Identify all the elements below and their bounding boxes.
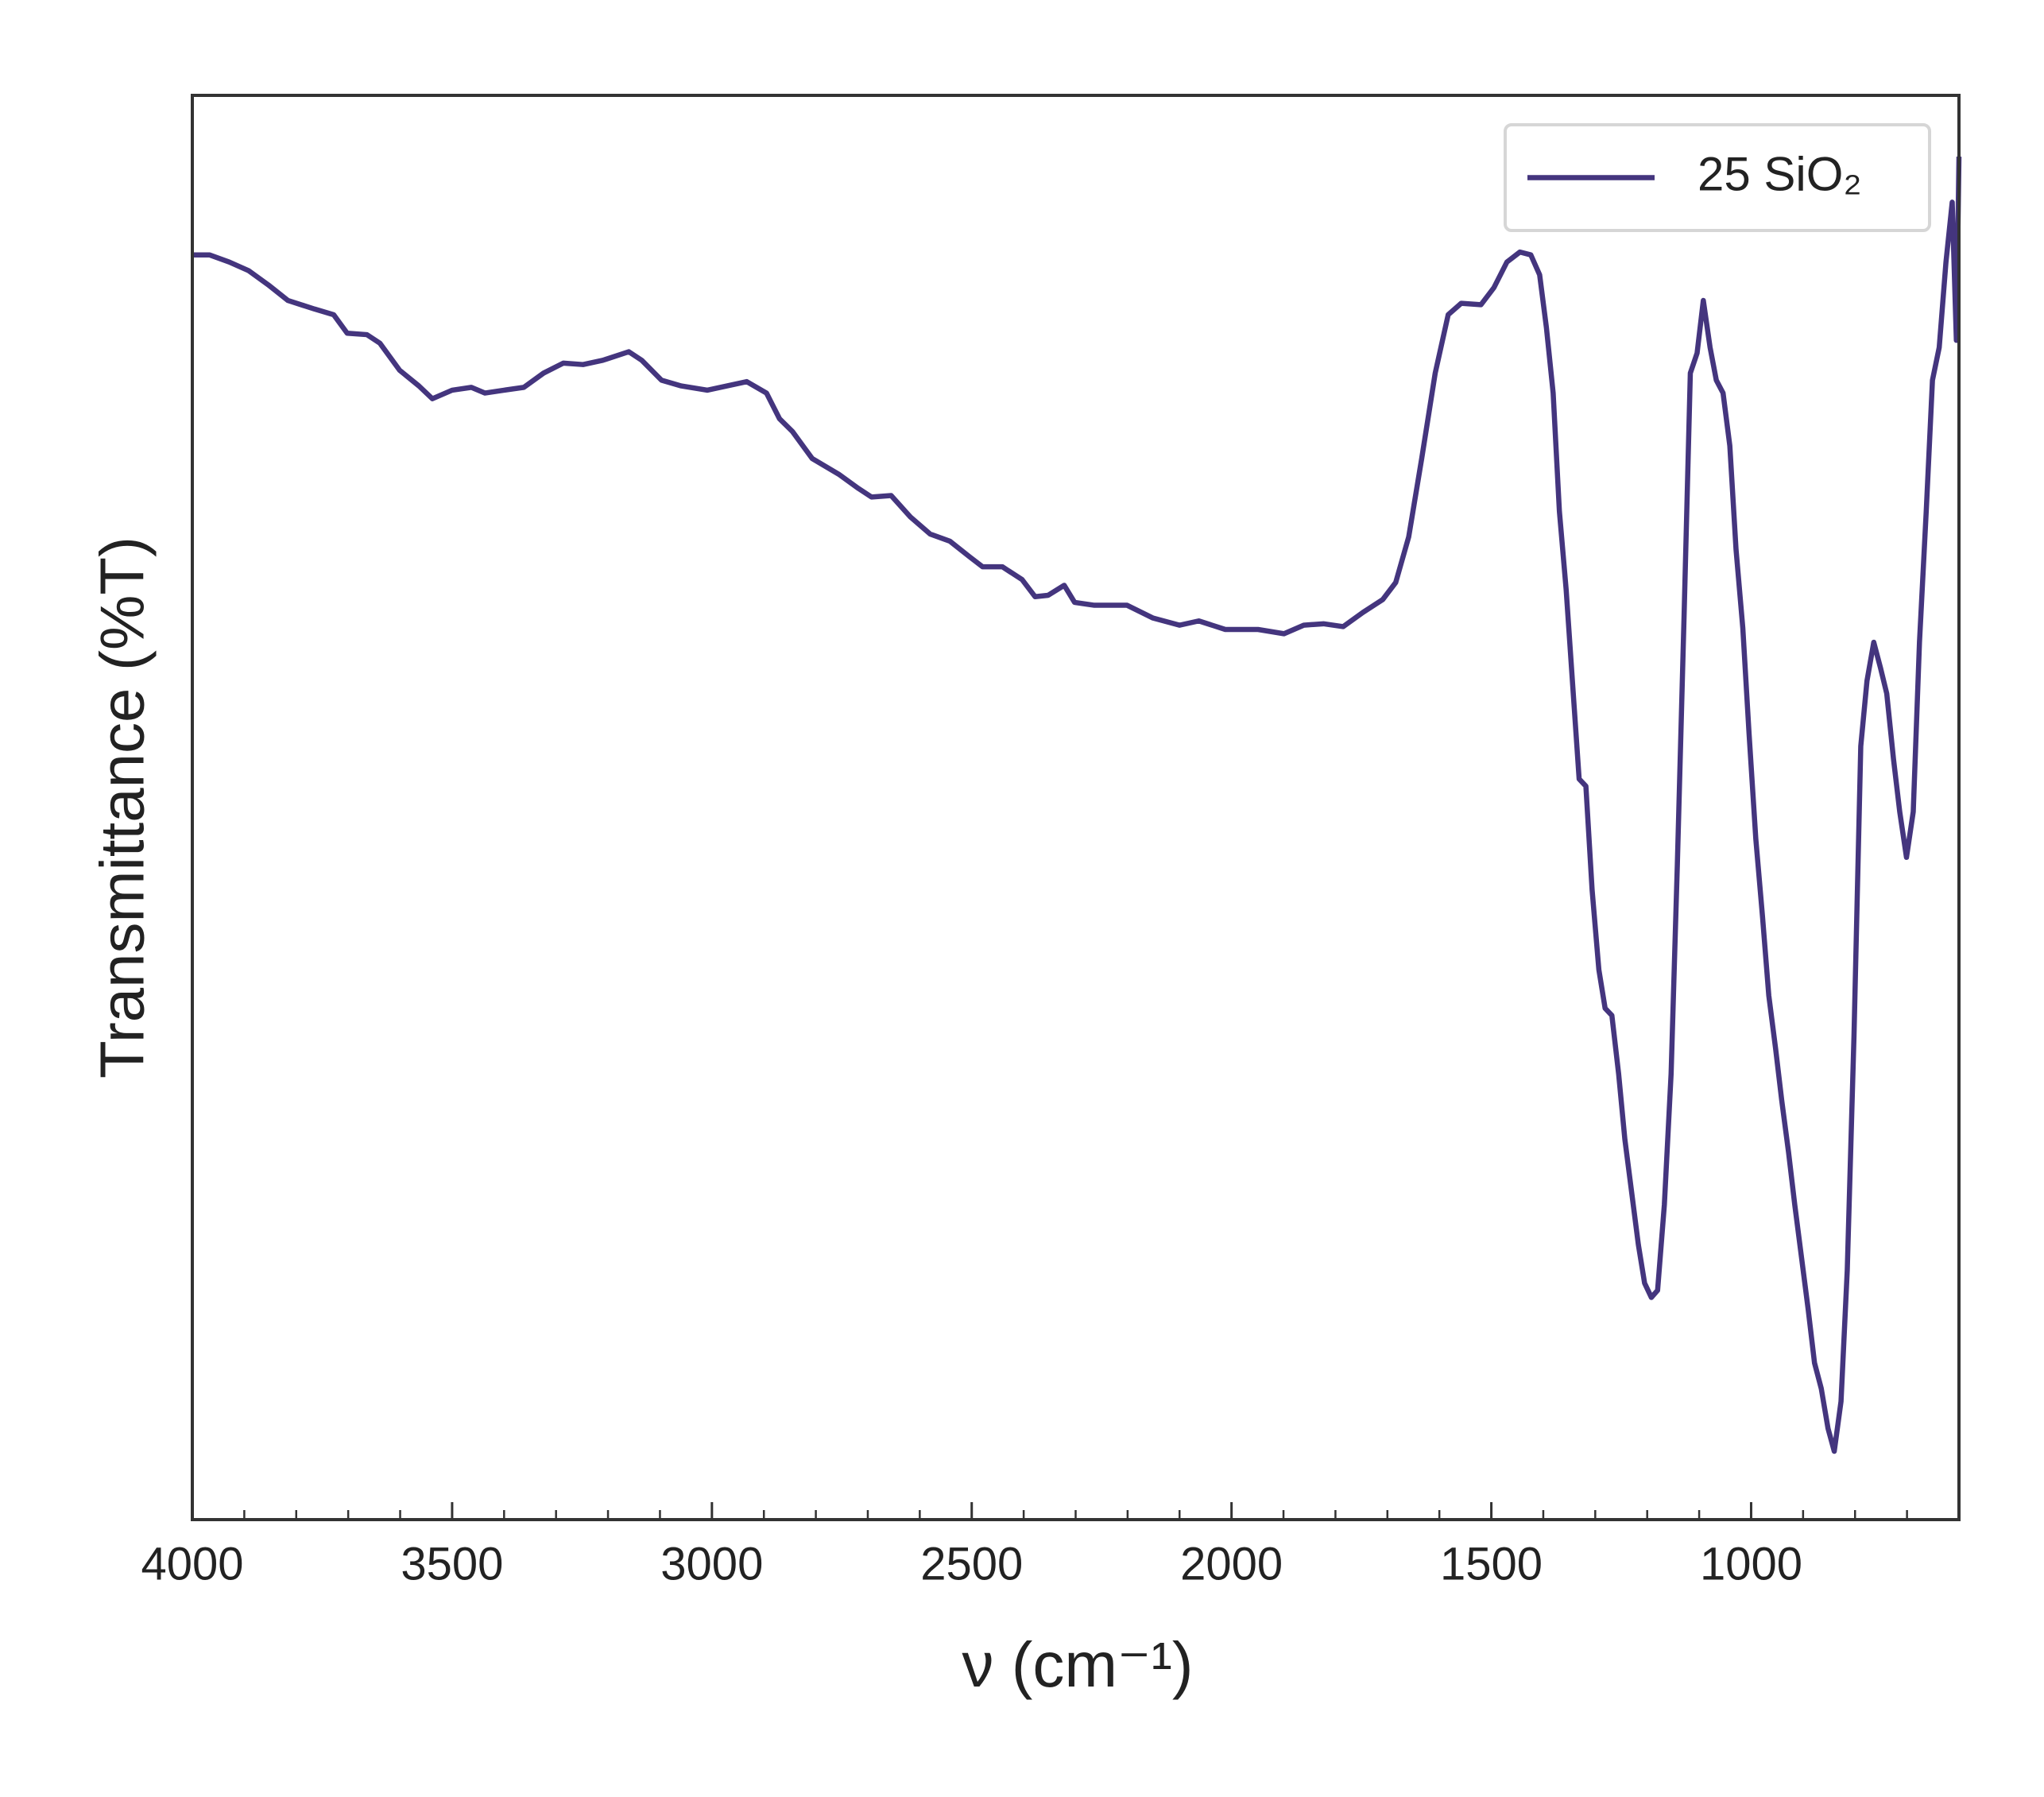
legend-label: 25 SiO₂ (1698, 147, 1862, 200)
plot-frame (191, 94, 1961, 1521)
x-tick-label: 2500 (920, 1538, 1023, 1590)
x-tick-label: 4000 (141, 1538, 243, 1590)
x-tick-label: 3000 (660, 1538, 763, 1590)
x-tick-label: 1000 (1700, 1538, 1802, 1590)
legend: 25 SiO₂ (1504, 123, 1931, 232)
data-line (192, 157, 1962, 1454)
x-tick-label: 1500 (1440, 1538, 1543, 1590)
x-axis-label: ν (cm⁻¹) (962, 1629, 1193, 1700)
x-tick-label: 2000 (1180, 1538, 1283, 1590)
y-axis-label: Transmittance (%T) (87, 536, 157, 1079)
legend-box (1504, 123, 1931, 232)
x-tick-label: 3500 (401, 1538, 503, 1590)
